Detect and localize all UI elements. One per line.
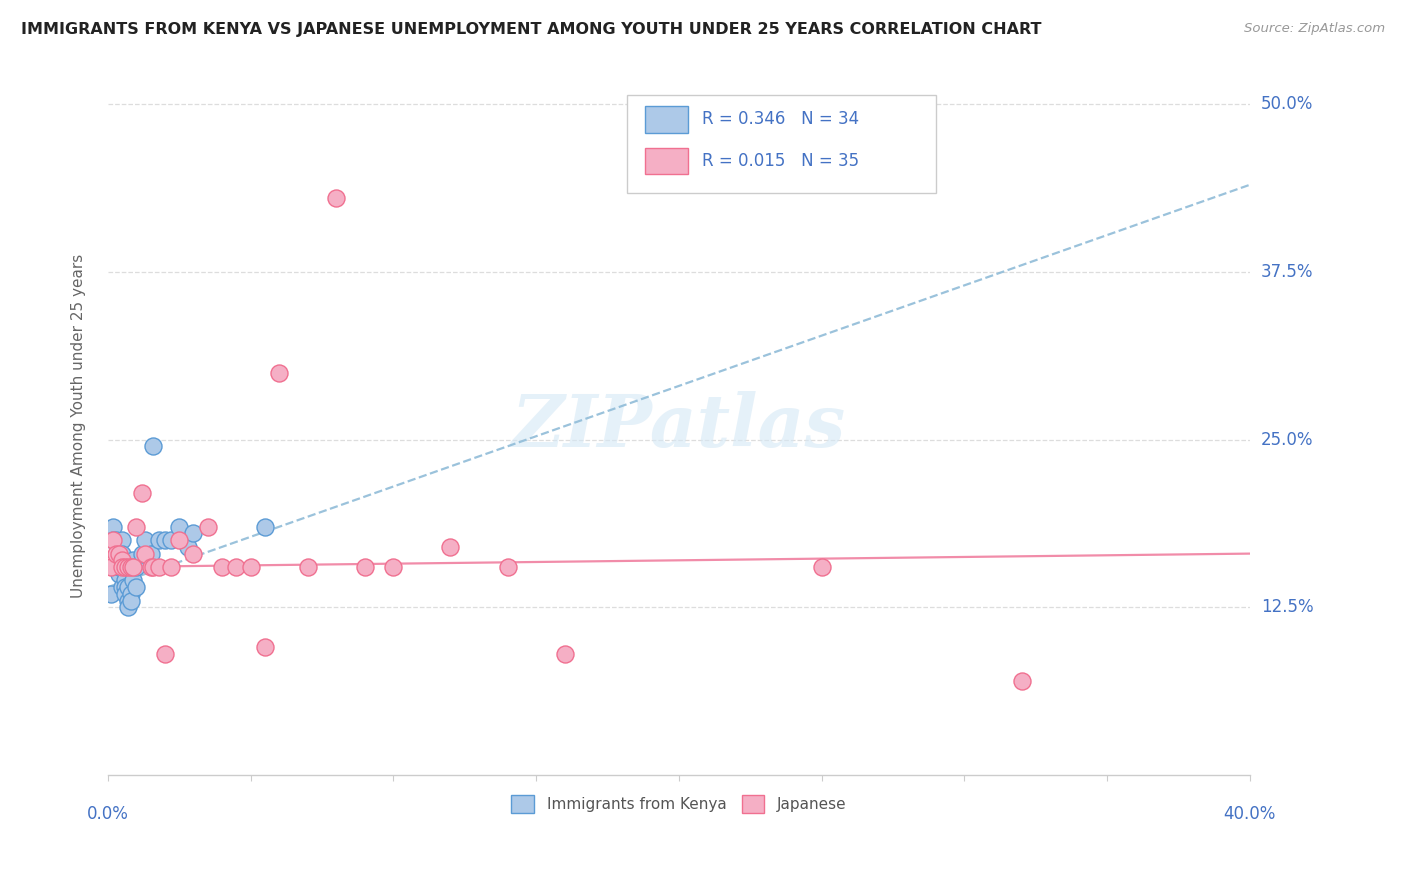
Text: 25.0%: 25.0% bbox=[1261, 431, 1313, 449]
Point bbox=[105, 560, 128, 574]
Point bbox=[325, 191, 347, 205]
Point bbox=[197, 520, 219, 534]
Point bbox=[108, 560, 131, 574]
Point bbox=[496, 560, 519, 574]
Point bbox=[111, 553, 134, 567]
Point bbox=[142, 439, 165, 453]
Point bbox=[439, 540, 461, 554]
Point bbox=[554, 647, 576, 661]
Point bbox=[269, 366, 291, 380]
Legend: Immigrants from Kenya, Japanese: Immigrants from Kenya, Japanese bbox=[505, 789, 852, 820]
Point bbox=[131, 486, 153, 500]
Point bbox=[139, 547, 162, 561]
Text: Source: ZipAtlas.com: Source: ZipAtlas.com bbox=[1244, 22, 1385, 36]
Point bbox=[103, 520, 125, 534]
Text: 0.0%: 0.0% bbox=[87, 805, 129, 823]
Point bbox=[111, 547, 134, 561]
Point bbox=[297, 560, 319, 574]
Point bbox=[111, 580, 134, 594]
Point bbox=[103, 533, 125, 548]
Point bbox=[239, 560, 262, 574]
Text: R = 0.015   N = 35: R = 0.015 N = 35 bbox=[702, 153, 859, 170]
Point bbox=[134, 533, 156, 548]
Point bbox=[114, 574, 136, 588]
Point bbox=[114, 560, 136, 574]
Point bbox=[122, 560, 145, 574]
Point bbox=[225, 560, 247, 574]
Text: ZIPatlas: ZIPatlas bbox=[512, 391, 846, 462]
Text: 12.5%: 12.5% bbox=[1261, 599, 1313, 616]
Point bbox=[105, 533, 128, 548]
Point bbox=[114, 587, 136, 601]
Point bbox=[167, 520, 190, 534]
Point bbox=[142, 560, 165, 574]
Point bbox=[810, 560, 832, 574]
Point bbox=[211, 560, 233, 574]
Point bbox=[122, 553, 145, 567]
Point bbox=[139, 560, 162, 574]
Text: R = 0.346   N = 34: R = 0.346 N = 34 bbox=[702, 111, 859, 128]
FancyBboxPatch shape bbox=[627, 95, 936, 193]
Point bbox=[120, 560, 142, 574]
Point bbox=[111, 560, 134, 574]
Text: IMMIGRANTS FROM KENYA VS JAPANESE UNEMPLOYMENT AMONG YOUTH UNDER 25 YEARS CORREL: IMMIGRANTS FROM KENYA VS JAPANESE UNEMPL… bbox=[21, 22, 1042, 37]
Point bbox=[120, 593, 142, 607]
Point bbox=[125, 580, 148, 594]
Point bbox=[100, 587, 122, 601]
Point bbox=[125, 520, 148, 534]
Point bbox=[253, 520, 276, 534]
Bar bbox=[644, 148, 688, 175]
Point bbox=[148, 560, 170, 574]
Point bbox=[108, 547, 131, 561]
Point bbox=[131, 547, 153, 561]
Point bbox=[100, 560, 122, 574]
Point bbox=[1011, 673, 1033, 688]
Bar bbox=[644, 106, 688, 133]
Point bbox=[114, 580, 136, 594]
Point bbox=[153, 533, 176, 548]
Point bbox=[177, 540, 200, 554]
Point bbox=[117, 593, 139, 607]
Point bbox=[117, 560, 139, 574]
Point bbox=[105, 547, 128, 561]
Point bbox=[117, 600, 139, 615]
Point bbox=[183, 547, 205, 561]
Point bbox=[120, 587, 142, 601]
Point bbox=[382, 560, 405, 574]
Text: 50.0%: 50.0% bbox=[1261, 95, 1313, 113]
Point bbox=[159, 533, 181, 548]
Point bbox=[153, 647, 176, 661]
Point bbox=[167, 533, 190, 548]
Point bbox=[108, 560, 131, 574]
Point bbox=[108, 566, 131, 581]
Point bbox=[183, 526, 205, 541]
Text: 40.0%: 40.0% bbox=[1223, 805, 1277, 823]
Point bbox=[117, 580, 139, 594]
Point bbox=[353, 560, 375, 574]
Y-axis label: Unemployment Among Youth under 25 years: Unemployment Among Youth under 25 years bbox=[72, 254, 86, 599]
Point bbox=[159, 560, 181, 574]
Text: 37.5%: 37.5% bbox=[1261, 263, 1313, 281]
Point bbox=[103, 533, 125, 548]
Point bbox=[253, 640, 276, 655]
Point bbox=[122, 574, 145, 588]
Point bbox=[111, 533, 134, 548]
Point bbox=[134, 547, 156, 561]
Point bbox=[148, 533, 170, 548]
Point bbox=[125, 560, 148, 574]
